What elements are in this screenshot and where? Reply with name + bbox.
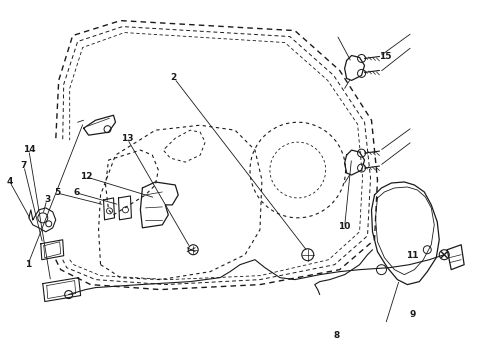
Text: 2: 2 <box>170 73 177 82</box>
Text: 13: 13 <box>121 134 134 143</box>
Text: 4: 4 <box>6 177 13 186</box>
Text: 10: 10 <box>338 222 350 231</box>
Text: 5: 5 <box>54 188 60 197</box>
Text: 7: 7 <box>20 161 27 170</box>
Text: 12: 12 <box>80 172 92 181</box>
Text: 3: 3 <box>44 195 50 204</box>
Text: 8: 8 <box>333 332 340 341</box>
Text: 6: 6 <box>73 188 80 197</box>
Text: 9: 9 <box>408 310 415 319</box>
Text: 1: 1 <box>24 260 31 269</box>
Text: 15: 15 <box>379 52 391 61</box>
Text: 11: 11 <box>406 251 418 260</box>
Text: 14: 14 <box>23 145 36 154</box>
